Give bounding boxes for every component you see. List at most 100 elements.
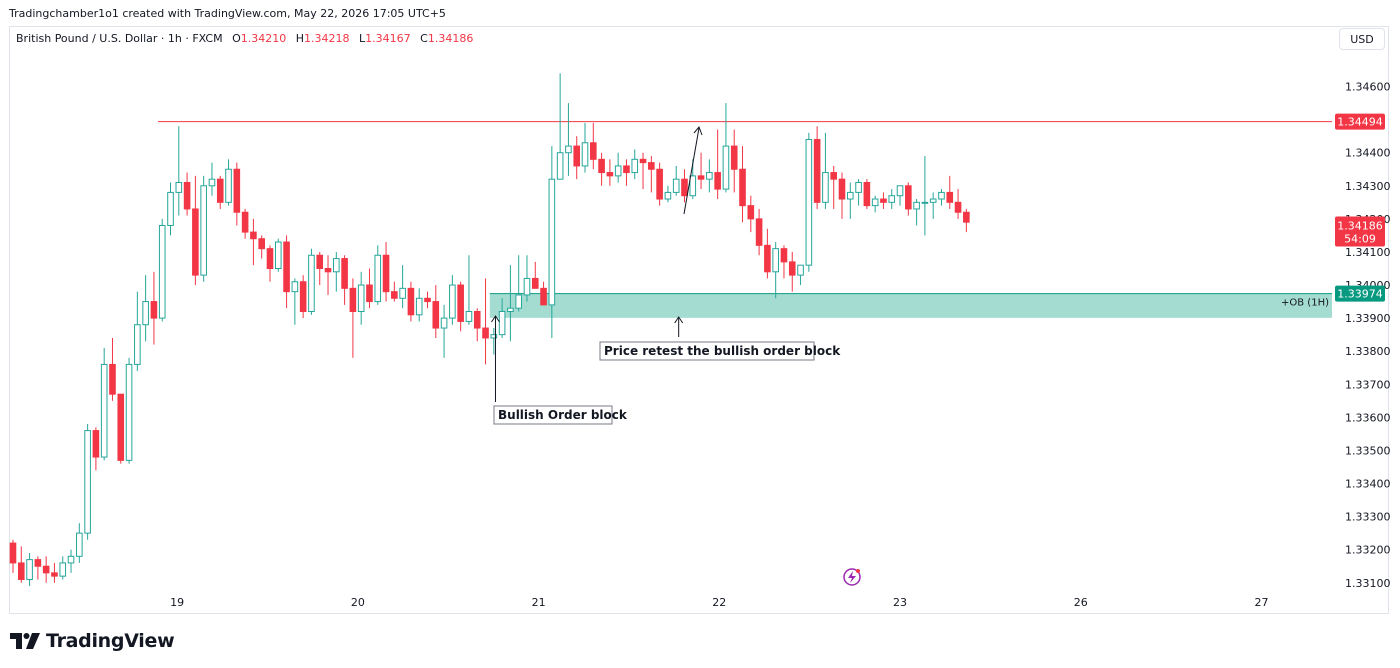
- x-tick-label: 19: [170, 596, 184, 609]
- candle: [9, 539, 17, 573]
- candle-body: [192, 208, 199, 276]
- candle: [623, 159, 630, 186]
- tradingview-brand[interactable]: TradingView: [10, 630, 175, 652]
- candle: [250, 218, 257, 266]
- candle: [805, 132, 813, 272]
- candle-body: [681, 178, 688, 197]
- high-label: H: [295, 32, 305, 45]
- resistance-price-tag-bg: [1335, 113, 1385, 130]
- y-tick-label: 1.33900: [1345, 312, 1391, 325]
- candle-body: [830, 172, 838, 180]
- candle: [349, 278, 357, 358]
- candle-body: [117, 393, 125, 461]
- candle: [672, 165, 680, 196]
- candle-body: [9, 542, 17, 564]
- currency-button[interactable]: USD: [1339, 28, 1385, 50]
- candle-body: [905, 185, 912, 210]
- candle: [905, 182, 912, 216]
- candle: [556, 73, 564, 180]
- candle-body: [175, 181, 183, 193]
- candle: [225, 159, 232, 206]
- candle: [548, 146, 556, 338]
- candle: [407, 281, 415, 322]
- candle: [706, 159, 713, 193]
- alert-lightning-icon: [843, 568, 861, 586]
- candle: [498, 298, 506, 338]
- candle: [531, 261, 539, 289]
- y-tick-label: 1.33500: [1345, 444, 1391, 457]
- x-tick-label: 20: [351, 596, 365, 609]
- candle: [117, 393, 125, 464]
- candle: [739, 146, 746, 223]
- candle: [473, 308, 481, 342]
- candle-body: [308, 254, 315, 312]
- candle-body: [299, 281, 307, 313]
- candle-body: [208, 178, 216, 187]
- candle-body: [465, 311, 473, 322]
- candle-body: [805, 138, 813, 266]
- candle: [76, 523, 83, 563]
- candle-body: [200, 185, 207, 276]
- candle-body: [838, 178, 846, 200]
- candle-body: [399, 287, 406, 299]
- candle-body: [125, 363, 133, 461]
- candle: [142, 275, 149, 342]
- candle-body: [697, 175, 705, 180]
- candle: [216, 175, 224, 209]
- x-tick-label: 22: [712, 596, 726, 609]
- candle: [382, 242, 390, 302]
- candle-body: [432, 301, 440, 329]
- x-tick-label: 21: [532, 596, 546, 609]
- candle: [929, 192, 937, 219]
- candle: [590, 122, 597, 170]
- candle: [324, 255, 332, 295]
- candle-body: [648, 162, 655, 170]
- candle: [266, 245, 274, 282]
- candle: [846, 182, 854, 219]
- candle: [946, 175, 954, 209]
- candle-body: [938, 191, 945, 200]
- candle: [92, 427, 100, 471]
- low-label: L: [359, 32, 366, 45]
- candle-body: [764, 244, 771, 273]
- candle: [100, 347, 108, 461]
- x-tick-label: 26: [1074, 596, 1088, 609]
- candle-body: [233, 168, 241, 213]
- candle: [515, 255, 522, 312]
- candle-body: [548, 178, 556, 306]
- order-block-price-tag-bg: [1335, 285, 1385, 302]
- candle: [200, 175, 207, 282]
- candle: [581, 122, 589, 173]
- candle-body: [158, 224, 166, 319]
- order-block-zone: [489, 293, 1332, 318]
- candle: [341, 255, 348, 305]
- candle: [913, 199, 920, 226]
- candle-body: [51, 572, 58, 577]
- candle-body: [216, 178, 224, 203]
- alert-icon-ring: [843, 568, 861, 586]
- candle-body: [822, 172, 829, 203]
- candle-body: [772, 248, 779, 273]
- y-tick-label: 1.33800: [1345, 345, 1391, 358]
- candle-body: [963, 211, 970, 223]
- candle-body: [730, 145, 738, 170]
- x-tick-label: 23: [893, 596, 907, 609]
- y-tick-label: 1.33400: [1345, 478, 1391, 491]
- last-price-label: 1.34186: [1337, 220, 1383, 233]
- candle-body: [921, 201, 929, 204]
- candle: [896, 185, 904, 206]
- candle: [440, 304, 448, 358]
- candle: [125, 357, 133, 464]
- candle-body: [76, 532, 83, 557]
- candle: [366, 268, 373, 309]
- candle: [391, 281, 398, 302]
- candle-body: [274, 241, 282, 269]
- chart-panel[interactable]: [9, 26, 1389, 614]
- candle: [614, 152, 622, 183]
- candle: [747, 195, 755, 233]
- candle-body: [614, 165, 622, 177]
- candle: [764, 228, 771, 279]
- tradingview-logo-icon: [10, 633, 40, 649]
- candle: [573, 136, 581, 180]
